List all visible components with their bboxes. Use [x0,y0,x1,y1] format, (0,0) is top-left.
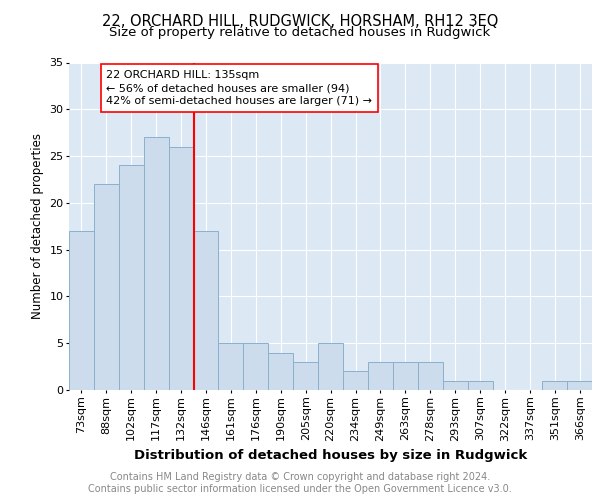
Bar [368,362,393,390]
Bar [467,380,493,390]
Bar [194,231,218,390]
Bar [443,380,467,390]
Text: Size of property relative to detached houses in Rudgwick: Size of property relative to detached ho… [109,26,491,39]
Y-axis label: Number of detached properties: Number of detached properties [31,133,44,320]
Bar [418,362,443,390]
Bar [293,362,318,390]
Bar [144,138,169,390]
Bar [218,343,244,390]
Bar [244,343,268,390]
Bar [318,343,343,390]
Bar [567,380,592,390]
Text: 22 ORCHARD HILL: 135sqm
← 56% of detached houses are smaller (94)
42% of semi-de: 22 ORCHARD HILL: 135sqm ← 56% of detache… [106,70,373,106]
Bar [343,372,368,390]
Bar [542,380,567,390]
X-axis label: Distribution of detached houses by size in Rudgwick: Distribution of detached houses by size … [134,449,527,462]
Bar [119,166,144,390]
Bar [94,184,119,390]
Text: 22, ORCHARD HILL, RUDGWICK, HORSHAM, RH12 3EQ: 22, ORCHARD HILL, RUDGWICK, HORSHAM, RH1… [102,14,498,29]
Bar [268,352,293,390]
Bar [69,231,94,390]
Bar [169,146,194,390]
Bar [393,362,418,390]
Text: Contains HM Land Registry data © Crown copyright and database right 2024.
Contai: Contains HM Land Registry data © Crown c… [88,472,512,494]
